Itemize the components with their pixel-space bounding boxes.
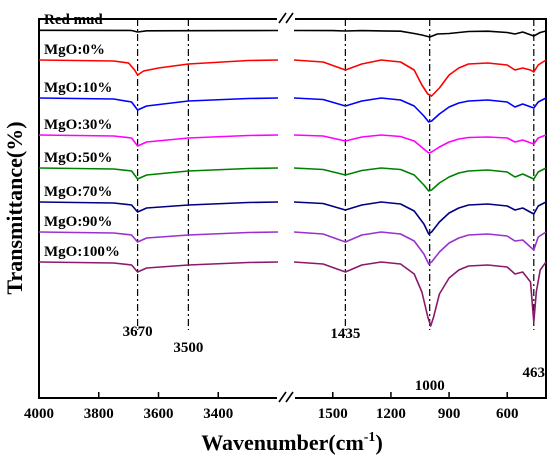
series-line-5-high — [38, 201, 279, 213]
reference-lines — [136, 19, 535, 330]
ref-label-4: 463 — [523, 365, 546, 381]
x-tick-label-3: 3400 — [203, 406, 233, 422]
peak-annotations: 3670 3500 1435 1000 463 — [123, 324, 545, 394]
series-line-7-low — [293, 261, 547, 327]
plot-frame — [38, 18, 547, 399]
series-label-1: MgO:0% — [44, 42, 105, 58]
x-axis-title: Wavenumber(cm-1) — [201, 430, 383, 455]
series-line-2-high — [38, 97, 279, 111]
series-label-3: MgO:30% — [44, 117, 112, 133]
axis-break-mark — [277, 12, 295, 404]
series-line-0-high — [38, 29, 279, 33]
series-label-6: MgO:90% — [44, 214, 112, 230]
series-line-1-high — [38, 59, 279, 76]
x-tick-label-6: 900 — [438, 406, 461, 422]
y-axis-title: Transmittance(%) — [2, 121, 27, 294]
series-labels: Red mud MgO:0% MgO:10% MgO:30% MgO:50% MgO:70… — [44, 12, 120, 260]
x-tick-label-2: 3600 — [144, 406, 174, 422]
ref-label-2: 1435 — [330, 326, 360, 342]
series-line-2-low — [293, 97, 547, 123]
x-tick-label-1: 3800 — [84, 406, 114, 422]
x-ticks: 4000 3800 3600 3400 1500 1200 900 600 — [24, 392, 518, 422]
series-line-6-low — [293, 231, 547, 265]
series-label-2: MgO:10% — [44, 80, 112, 96]
series-line-5-low — [293, 201, 547, 235]
series-label-5: MgO:70% — [44, 184, 112, 200]
ref-label-0: 3670 — [123, 324, 153, 340]
series-line-4-low — [293, 167, 547, 192]
ref-label-3: 1000 — [415, 378, 445, 394]
x-tick-label-0: 4000 — [24, 406, 54, 422]
spectra — [38, 29, 547, 327]
x-tick-label-5: 1200 — [376, 406, 406, 422]
series-line-3-low — [293, 134, 547, 154]
series-line-4-high — [38, 167, 279, 180]
x-tick-label-7: 600 — [496, 406, 519, 422]
series-line-0-low — [293, 29, 547, 38]
series-label-0: Red mud — [44, 12, 103, 28]
series-line-3-high — [38, 134, 279, 147]
series-line-7-high — [38, 261, 279, 273]
series-label-7: MgO:100% — [44, 244, 120, 260]
x-tick-label-4: 1500 — [318, 406, 348, 422]
series-line-1-low — [293, 59, 547, 97]
series-label-4: MgO:50% — [44, 150, 112, 166]
ref-label-1: 3500 — [173, 340, 203, 356]
series-line-6-high — [38, 231, 279, 243]
